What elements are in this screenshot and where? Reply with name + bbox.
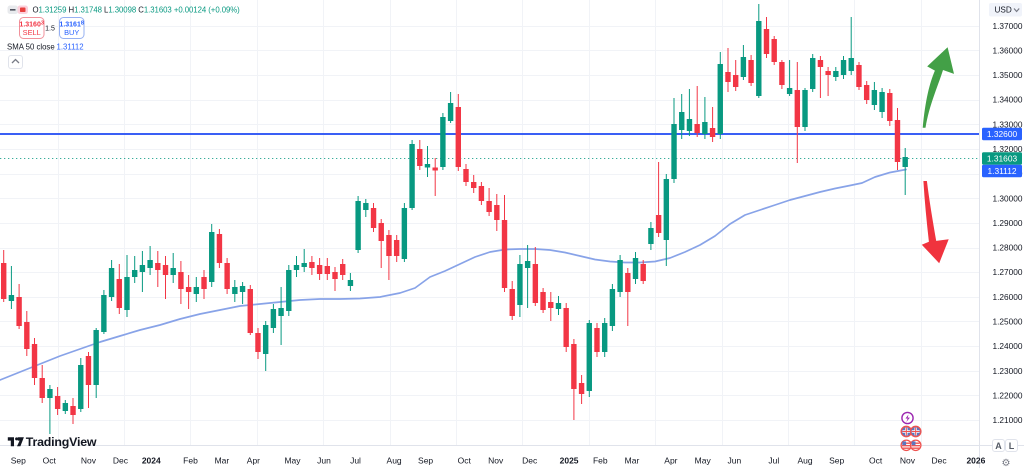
svg-text:1.35000: 1.35000: [993, 70, 1023, 80]
svg-text:1.36000: 1.36000: [993, 45, 1023, 55]
svg-text:1.24000: 1.24000: [993, 341, 1023, 351]
svg-text:1.21000: 1.21000: [993, 415, 1023, 425]
svg-text:1.31112: 1.31112: [57, 43, 84, 52]
svg-text:1.27000: 1.27000: [993, 267, 1023, 277]
svg-text:Mar: Mar: [625, 456, 640, 466]
svg-text:Nov: Nov: [81, 456, 97, 466]
svg-text:Oct: Oct: [43, 456, 57, 466]
svg-text:May: May: [695, 456, 712, 466]
svg-text:1.31618: 1.31618: [59, 21, 84, 29]
svg-text:Jun: Jun: [728, 456, 742, 466]
svg-text:1.31603: 1.31603: [987, 154, 1018, 164]
svg-text:SELL: SELL: [23, 28, 41, 37]
svg-text:Aug: Aug: [387, 456, 402, 466]
svg-text:1.22000: 1.22000: [993, 390, 1023, 400]
svg-text:Jul: Jul: [768, 456, 779, 466]
svg-text:Aug: Aug: [797, 456, 812, 466]
svg-text:Dec: Dec: [932, 456, 948, 466]
svg-text:Feb: Feb: [183, 456, 198, 466]
svg-text:May: May: [284, 456, 301, 466]
svg-text:TradingView: TradingView: [26, 435, 97, 449]
svg-text:Sep: Sep: [11, 456, 26, 466]
svg-text:2026: 2026: [966, 456, 985, 466]
svg-text:O1.31259 H1.31748 L1.30098 C1.: O1.31259 H1.31748 L1.30098 C1.31603 +0.0…: [33, 6, 241, 15]
svg-text:⚙: ⚙: [1002, 458, 1011, 468]
svg-text:Jun: Jun: [317, 456, 331, 466]
svg-text:1.31603: 1.31603: [19, 21, 44, 29]
svg-text:L: L: [1009, 441, 1015, 451]
svg-text:Oct: Oct: [869, 456, 883, 466]
svg-text:1.32600: 1.32600: [987, 129, 1018, 139]
svg-text:2024: 2024: [142, 456, 161, 466]
svg-text:USD: USD: [995, 6, 1012, 15]
svg-text:Feb: Feb: [593, 456, 608, 466]
svg-text:Nov: Nov: [900, 456, 916, 466]
svg-text:Jul: Jul: [350, 456, 361, 466]
svg-text:Apr: Apr: [247, 456, 260, 466]
svg-text:Dec: Dec: [113, 456, 129, 466]
svg-text:Nov: Nov: [488, 456, 504, 466]
svg-text:1.30000: 1.30000: [993, 193, 1023, 203]
svg-text:SMA 50 close: SMA 50 close: [7, 43, 55, 52]
svg-text:1.28000: 1.28000: [993, 243, 1023, 253]
svg-text:1.31112: 1.31112: [987, 166, 1016, 176]
svg-text:1.32000: 1.32000: [993, 144, 1023, 154]
svg-text:1.25000: 1.25000: [993, 317, 1023, 327]
svg-text:Apr: Apr: [664, 456, 677, 466]
svg-text:1.33000: 1.33000: [993, 119, 1023, 129]
svg-text:Mar: Mar: [215, 456, 230, 466]
svg-text:Sep: Sep: [418, 456, 433, 466]
svg-text:Oct: Oct: [458, 456, 472, 466]
svg-text:A: A: [995, 441, 1002, 451]
svg-text:1.23000: 1.23000: [993, 366, 1023, 376]
svg-text:Dec: Dec: [522, 456, 538, 466]
svg-text:1.37000: 1.37000: [993, 21, 1023, 31]
svg-text:Sep: Sep: [829, 456, 844, 466]
svg-text:BUY: BUY: [64, 28, 79, 37]
svg-text:1.29000: 1.29000: [993, 218, 1023, 228]
svg-text:1.5: 1.5: [45, 26, 55, 33]
svg-text:1.26000: 1.26000: [993, 292, 1023, 302]
svg-text:1.34000: 1.34000: [993, 95, 1023, 105]
svg-text:2025: 2025: [560, 456, 579, 466]
